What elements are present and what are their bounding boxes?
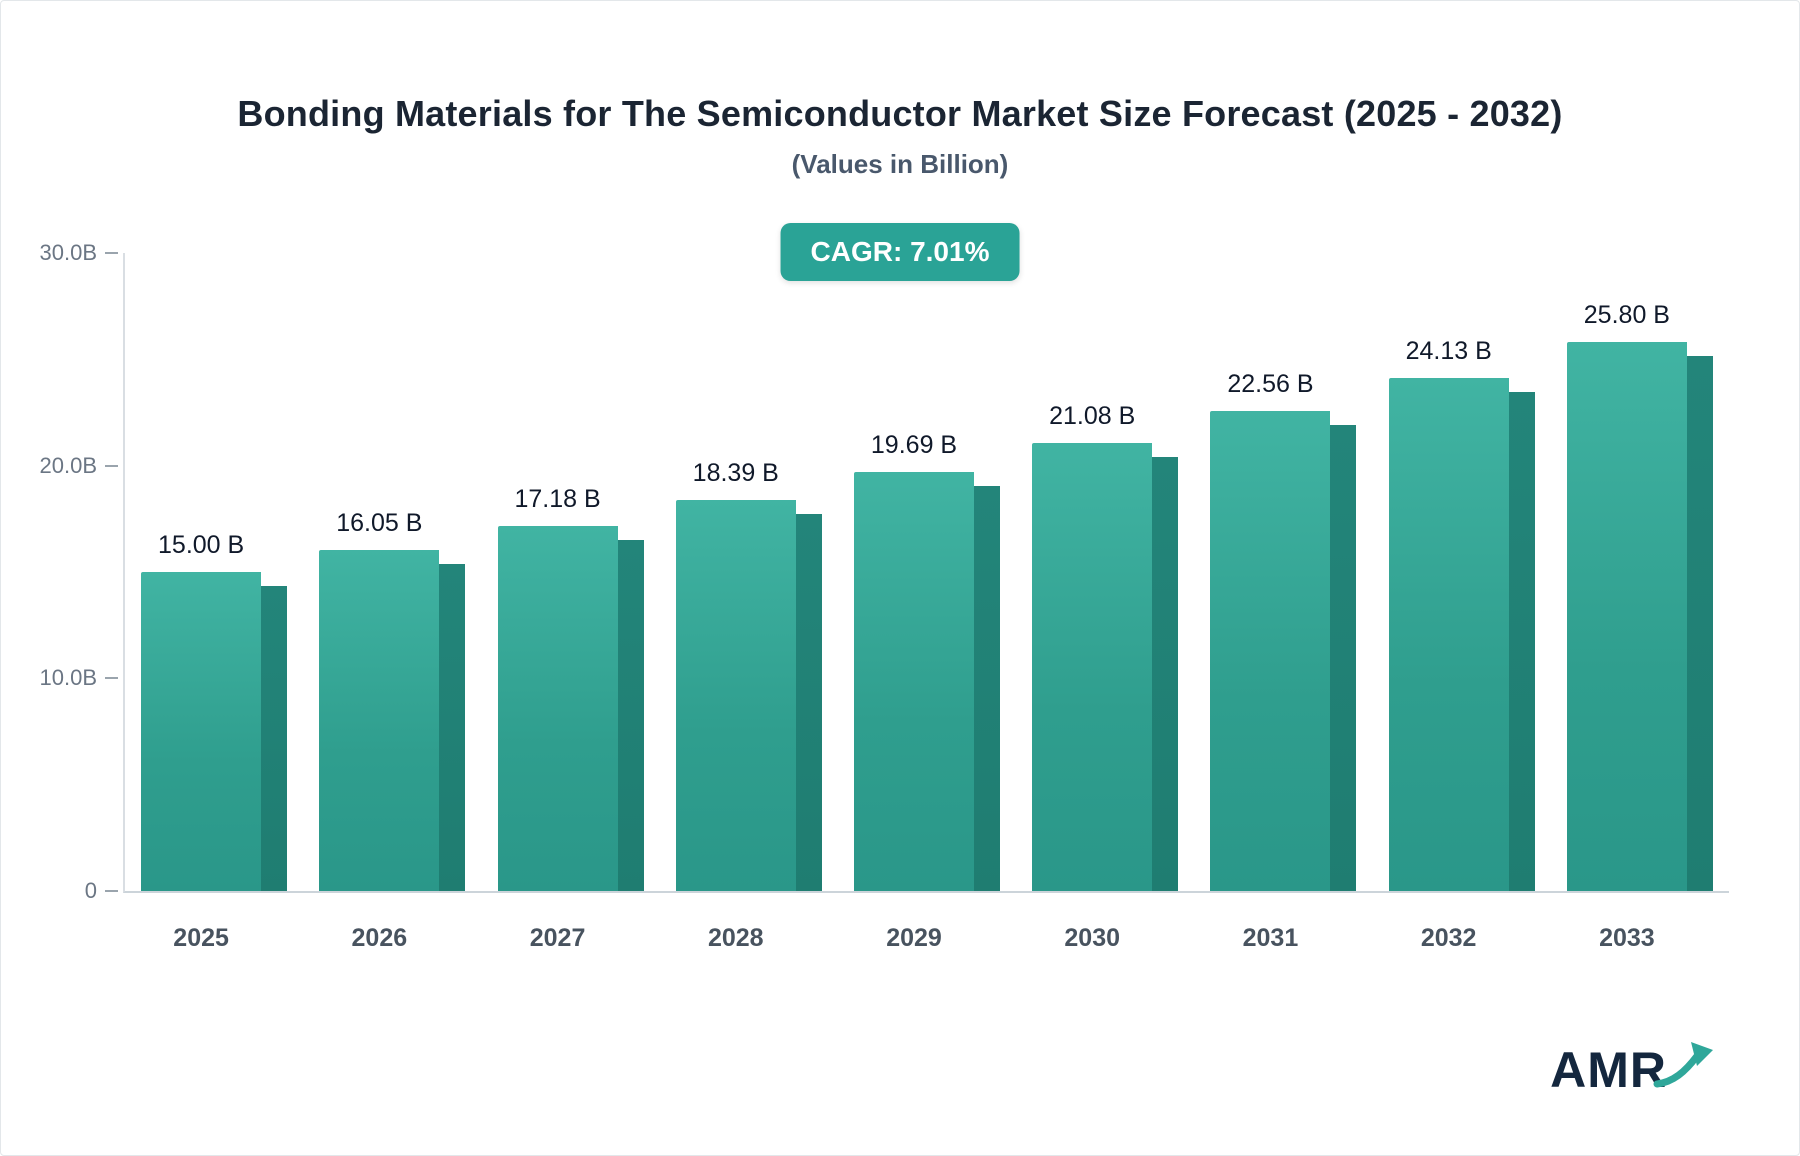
bar-value-label-2031: 22.56 B — [1227, 370, 1314, 399]
bar-side-2032 — [1508, 391, 1535, 891]
x-axis-label-2031: 2031 — [1242, 924, 1299, 952]
bar-group-2028: 18.39 B 2028 — [675, 459, 822, 952]
y-axis-label-30.0B: 30.0B — [39, 240, 98, 265]
bar-2031[interactable] — [1210, 411, 1331, 891]
x-axis-label-2028: 2028 — [707, 924, 764, 952]
bar-2029[interactable] — [854, 472, 974, 891]
bar-value-label-2033: 25.80 B — [1583, 301, 1670, 330]
bar-side-2031 — [1330, 425, 1357, 891]
bar-group-2033: 25.80 B 2033 — [1566, 301, 1713, 952]
x-axis-label-2026: 2026 — [351, 924, 408, 952]
bar-2026[interactable] — [319, 549, 440, 891]
bar-group-2032: 24.13 B 2032 — [1388, 337, 1535, 952]
bar-2030[interactable] — [1032, 442, 1153, 891]
x-axis-label-2025: 2025 — [173, 924, 229, 952]
amr-logo-arrow-icon — [1653, 1042, 1713, 1088]
plot-area: 30.0B 20.0B 10.0B 0 15.00 B 2025 16.05 B 2026 17… — [40, 240, 1729, 952]
y-axis-label-20.0B: 20.0B — [39, 452, 98, 478]
bar-2033[interactable] — [1566, 342, 1687, 891]
bar-side-2029 — [974, 486, 1000, 891]
y-axis-label-10.0B: 10.0B — [39, 665, 98, 691]
bar-value-label-2025: 15.00 B — [158, 531, 245, 559]
bar-2028[interactable] — [675, 499, 796, 891]
amr-logo: AMR — [1550, 1041, 1715, 1099]
bar-2027[interactable] — [497, 525, 618, 891]
y-axis-tick-20.0B — [105, 464, 118, 467]
bar-group-2029: 19.69 B 2029 — [854, 431, 1000, 952]
bar-value-label-2032: 24.13 B — [1405, 336, 1492, 365]
bar-side-2027 — [617, 539, 644, 891]
bar-value-label-2026: 16.05 B — [336, 508, 423, 537]
x-axis-label-2033: 2033 — [1599, 924, 1655, 952]
bar-2025[interactable] — [141, 572, 262, 891]
bar-side-2025 — [261, 586, 288, 891]
bar-side-2033 — [1686, 356, 1713, 891]
bar-side-2026 — [439, 563, 466, 891]
bar-2032[interactable] — [1388, 377, 1509, 891]
bar-value-label-2028: 18.39 B — [692, 458, 779, 487]
x-axis-label-2029: 2029 — [886, 924, 942, 952]
x-axis-label-2032: 2032 — [1420, 924, 1477, 952]
x-axis-label-2027: 2027 — [529, 924, 586, 952]
y-axis-tick-30.0B — [105, 252, 118, 254]
chart-title: Bonding Materials for The Semiconductor … — [237, 93, 1563, 134]
bar-group-2027: 17.18 B 2027 — [497, 485, 644, 952]
bar-value-label-2030: 21.08 B — [1049, 401, 1136, 430]
bar-value-label-2027: 17.18 B — [514, 484, 601, 513]
bar-value-label-2029: 19.69 B — [870, 431, 958, 460]
bar-side-2028 — [795, 513, 822, 891]
chart-subtitle: (Values in Billion) — [791, 149, 1009, 179]
amr-logo-text: AMR — [1550, 1042, 1667, 1098]
y-axis-tick-10.0B — [105, 677, 118, 680]
bar-side-2030 — [1152, 456, 1179, 891]
y-axis-tick-0 — [105, 890, 118, 892]
bar-group-2031: 22.56 B 2031 — [1210, 370, 1357, 952]
y-axis-label-0: 0 — [84, 878, 97, 903]
x-axis-label-2030: 2030 — [1064, 924, 1121, 952]
bar-group-2026: 16.05 B 2026 — [319, 509, 466, 952]
cagr-badge: CAGR: 7.01% — [780, 223, 1020, 281]
bar-group-2030: 21.08 B 2030 — [1032, 402, 1179, 952]
bar-group-2025: 15.00 B 2025 — [141, 531, 288, 952]
